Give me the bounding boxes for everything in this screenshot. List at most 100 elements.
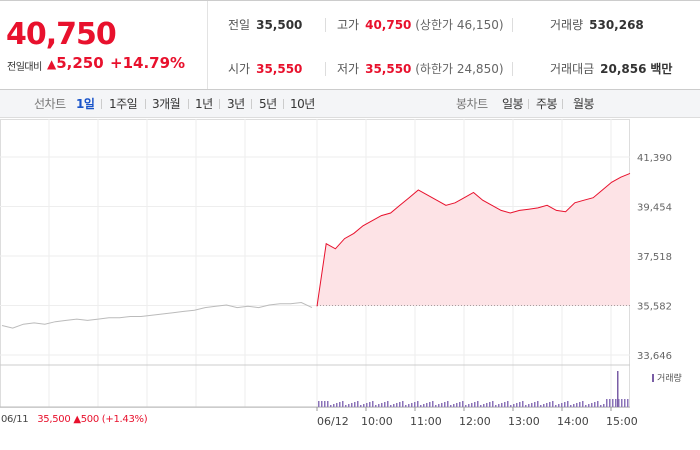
volume-bar [477, 401, 479, 407]
change-amount: ▲5,250 [47, 54, 104, 72]
volume-bar [411, 403, 413, 407]
change-amount-value: 5,250 [56, 54, 104, 72]
volume-bar [546, 403, 548, 407]
volume-bar [345, 405, 347, 407]
period-5y[interactable]: 5년 [259, 97, 277, 111]
volume-bar [579, 402, 581, 407]
volume-bar [555, 405, 557, 407]
volume-bar [624, 399, 626, 407]
volume-bar [567, 401, 569, 407]
volume-bar [486, 403, 488, 407]
volume-bar [369, 402, 371, 407]
volume-bar [357, 401, 359, 407]
period-3y[interactable]: 3년 [227, 97, 245, 111]
today-line [316, 172, 631, 307]
volume-bar [393, 404, 395, 407]
x-tick-label: 11:00 [410, 415, 442, 428]
period-1y[interactable]: 1년 [195, 97, 213, 111]
volume-bar [459, 402, 461, 407]
volume-bar [507, 401, 509, 407]
volume-bar [318, 401, 320, 407]
volume-bar [330, 405, 332, 407]
volume-swatch-icon [652, 374, 654, 382]
volume-bar [498, 404, 500, 407]
volume-bar [585, 405, 587, 407]
volume-bar [426, 403, 428, 407]
candle-chart-label: 봉차트 [456, 97, 488, 111]
volume-bar [408, 404, 410, 407]
volume-bar [321, 401, 323, 407]
price-chart: 41,390 39,454 37,518 35,582 33,646 06/12 10:00… [0, 119, 700, 450]
volume-bar [375, 405, 377, 407]
trade-value: 거래대금 20,856 백만 [550, 62, 673, 76]
volume-bar [417, 401, 419, 407]
volume-bar [597, 401, 599, 407]
price-box: 40,750 전일대비 ▲5,250 +14.79% [0, 1, 208, 89]
volume-bar [441, 403, 443, 407]
candle-daily[interactable]: 일봉 [502, 97, 524, 111]
volume-bar [516, 403, 518, 407]
quote-panel: 40,750 전일대비 ▲5,250 +14.79% 전일 35,500 고가 40… [0, 0, 700, 90]
volume-bar [522, 401, 524, 407]
volume-bar [617, 371, 619, 407]
volume-bar [396, 403, 398, 407]
volume-bar [489, 402, 491, 407]
volume-bar [348, 404, 350, 407]
volume-bar [543, 404, 545, 407]
volume-bar [621, 399, 623, 407]
x-tick-label: 06/12 [317, 415, 349, 428]
volume-bar [552, 401, 554, 407]
volume-bar [465, 405, 467, 407]
volume-bar [549, 402, 551, 407]
candle-weekly[interactable]: 주봉 [536, 97, 558, 111]
volume-bar [615, 399, 617, 407]
y-tick-label: 41,390 [637, 153, 672, 164]
volume-bar [564, 402, 566, 407]
volume-bar [453, 404, 455, 407]
y-tick-label: 39,454 [637, 203, 672, 214]
volume-bar [372, 401, 374, 407]
volume-bar [363, 404, 365, 407]
current-price: 40,750 [6, 17, 117, 52]
volume-bar [468, 404, 470, 407]
y-tick-label: 35,582 [637, 302, 672, 313]
period-3m[interactable]: 3개월 [152, 97, 181, 111]
period-10y[interactable]: 10년 [290, 97, 315, 111]
chart-canvas: 41,390 39,454 37,518 35,582 33,646 06/12 10:00… [0, 119, 672, 428]
volume-bar [534, 402, 536, 407]
volume-bar [405, 405, 407, 407]
period-1d[interactable]: 1일 [76, 97, 95, 111]
volume-bar [576, 403, 578, 407]
volume-bar [537, 401, 539, 407]
volume-bar [618, 399, 620, 407]
volume-bar [513, 404, 515, 407]
volume-bar [342, 401, 344, 407]
volume-bar [612, 399, 614, 407]
volume-bar [450, 405, 452, 407]
volume-bar [519, 402, 521, 407]
y-tick-label: 37,518 [637, 252, 672, 263]
volume-bar [495, 405, 497, 407]
volume-bar [510, 405, 512, 407]
volume-bar [420, 405, 422, 407]
candle-monthly[interactable]: 월봉 [573, 97, 595, 111]
volume-bar [603, 404, 605, 407]
volume-bar [483, 404, 485, 407]
period-1w[interactable]: 1주일 [109, 97, 138, 111]
x-tick-label: 13:00 [508, 415, 540, 428]
volume-bar [384, 402, 386, 407]
volume-bar [561, 403, 563, 407]
volume-bar [351, 403, 353, 407]
volume-bar [456, 403, 458, 407]
change-label: 전일대비 [7, 62, 42, 73]
volume-bar [432, 401, 434, 407]
volume-bar [444, 402, 446, 407]
volume-bar [423, 404, 425, 407]
volume-bar [504, 402, 506, 407]
volume-bar [339, 402, 341, 407]
volume-bar [471, 403, 473, 407]
volume-bar [447, 401, 449, 407]
x-tick-label: 12:00 [459, 415, 491, 428]
volume-bar [606, 399, 608, 407]
volume-bar [588, 404, 590, 407]
